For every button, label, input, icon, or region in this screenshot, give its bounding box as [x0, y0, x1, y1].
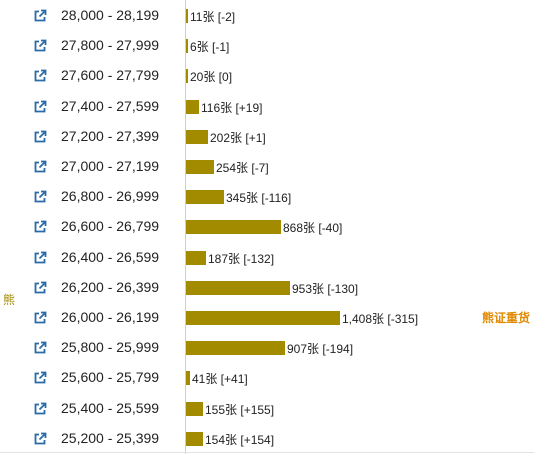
bar: [186, 190, 224, 205]
chart-row: 26,000 - 26,199 1,408张 [-315] 熊证重货: [0, 303, 534, 333]
bar-value-label: 953张 [-130]: [292, 281, 359, 296]
price-range-label: 25,400 - 25,599: [61, 399, 160, 416]
external-link-icon[interactable]: [33, 130, 47, 144]
price-range-label: 25,800 - 25,999: [61, 339, 160, 356]
chart-row: 27,000 - 27,199 254张 [-7]: [0, 152, 534, 182]
bottom-divider: [0, 452, 534, 453]
side-label: 熊: [3, 293, 16, 307]
bar: [186, 220, 281, 235]
price-range-label: 25,600 - 25,799: [61, 369, 160, 386]
bar: [186, 280, 290, 295]
external-link-icon[interactable]: [33, 9, 47, 23]
price-range-label: 26,200 - 26,399: [61, 278, 160, 295]
bar: [186, 129, 208, 144]
bar: [186, 371, 190, 386]
price-range-label: 27,200 - 27,399: [61, 127, 160, 144]
bar-value-label: 868张 [-40]: [283, 221, 343, 236]
price-range-label: 27,400 - 27,599: [61, 97, 160, 114]
external-link-icon[interactable]: [33, 160, 47, 174]
chart-row: 27,600 - 27,799 20张 [0]: [0, 61, 534, 91]
price-range-label: 28,000 - 28,199: [61, 7, 160, 23]
external-link-icon[interactable]: [33, 190, 47, 204]
row-tag: 熊证重货: [481, 311, 530, 325]
bar-value-label: 1,408张 [-315]: [342, 312, 419, 326]
chart-row: 28,000 - 28,199 11张 [-2]: [0, 1, 534, 31]
external-link-icon[interactable]: [33, 251, 47, 265]
bar-value-label: 154张 [+154]: [205, 432, 275, 447]
external-link-icon[interactable]: [33, 100, 47, 114]
bar-value-label: 345张 [-116]: [226, 191, 292, 206]
external-link-icon[interactable]: [33, 432, 47, 446]
external-link-icon[interactable]: [33, 281, 47, 295]
bar-value-label: 41张 [+41]: [192, 372, 248, 387]
external-link-icon[interactable]: [33, 371, 47, 385]
chart-row: 27,400 - 27,599 116张 [+19]: [0, 92, 534, 122]
bar-value-label: 116张 [+19]: [201, 100, 263, 115]
chart-row: 26,600 - 26,799 868张 [-40]: [0, 212, 534, 242]
bar: [186, 401, 203, 416]
price-range-label: 26,000 - 26,199: [61, 309, 160, 325]
external-link-icon[interactable]: [33, 69, 47, 83]
bar-value-label: 11张 [-2]: [190, 10, 236, 24]
chart-row: 25,400 - 25,599 155张 [+155]: [0, 394, 534, 424]
external-link-icon[interactable]: [33, 311, 47, 325]
price-range-label: 26,400 - 26,599: [61, 248, 160, 265]
external-link-icon[interactable]: [33, 39, 47, 53]
chart-row: 25,200 - 25,399 154张 [+154]: [0, 424, 534, 454]
price-range-label: 27,600 - 27,799: [61, 67, 160, 84]
external-link-icon[interactable]: [33, 341, 47, 355]
bar-value-label: 155张 [+155]: [205, 402, 275, 417]
price-range-label: 26,800 - 26,999: [61, 188, 160, 205]
chart-row: 25,800 - 25,999 907张 [-194]: [0, 333, 534, 363]
chart-row: 26,200 - 26,399 953张 [-130]: [0, 273, 534, 303]
chart-row: 27,200 - 27,399 202张 [+1]: [0, 122, 534, 152]
price-range-label: 26,600 - 26,799: [61, 218, 160, 235]
bar-value-label: 202张 [+1]: [210, 130, 266, 145]
bar: [186, 9, 188, 23]
bar-value-label: 907张 [-194]: [287, 342, 354, 357]
price-range-label: 25,200 - 25,399: [61, 429, 160, 446]
chart-axis-line: [185, 0, 186, 454]
bar: [186, 250, 206, 265]
bar-value-label: 254张 [-7]: [216, 161, 269, 175]
external-link-icon[interactable]: [33, 220, 47, 234]
bar: [186, 341, 285, 356]
bar: [186, 431, 203, 446]
chart-row: 26,800 - 26,999 345张 [-116]: [0, 182, 534, 212]
bar: [186, 311, 340, 325]
bar: [186, 160, 214, 174]
price-range-label: 27,000 - 27,199: [61, 158, 160, 174]
bar-value-label: 187张 [-132]: [208, 251, 275, 266]
bar-value-label: 6张 [-1]: [190, 40, 230, 55]
bar-value-label: 20张 [0]: [190, 70, 233, 85]
chart-row: 26,400 - 26,599 187张 [-132]: [0, 243, 534, 273]
chart-row: 27,800 - 27,999 6张 [-1]: [0, 31, 534, 61]
bar: [186, 39, 188, 54]
bar: [186, 69, 188, 84]
price-range-label: 27,800 - 27,999: [61, 37, 160, 54]
chart-row: 25,600 - 25,799 41张 [+41]: [0, 363, 534, 393]
external-link-icon[interactable]: [33, 402, 47, 416]
bar: [186, 99, 199, 114]
